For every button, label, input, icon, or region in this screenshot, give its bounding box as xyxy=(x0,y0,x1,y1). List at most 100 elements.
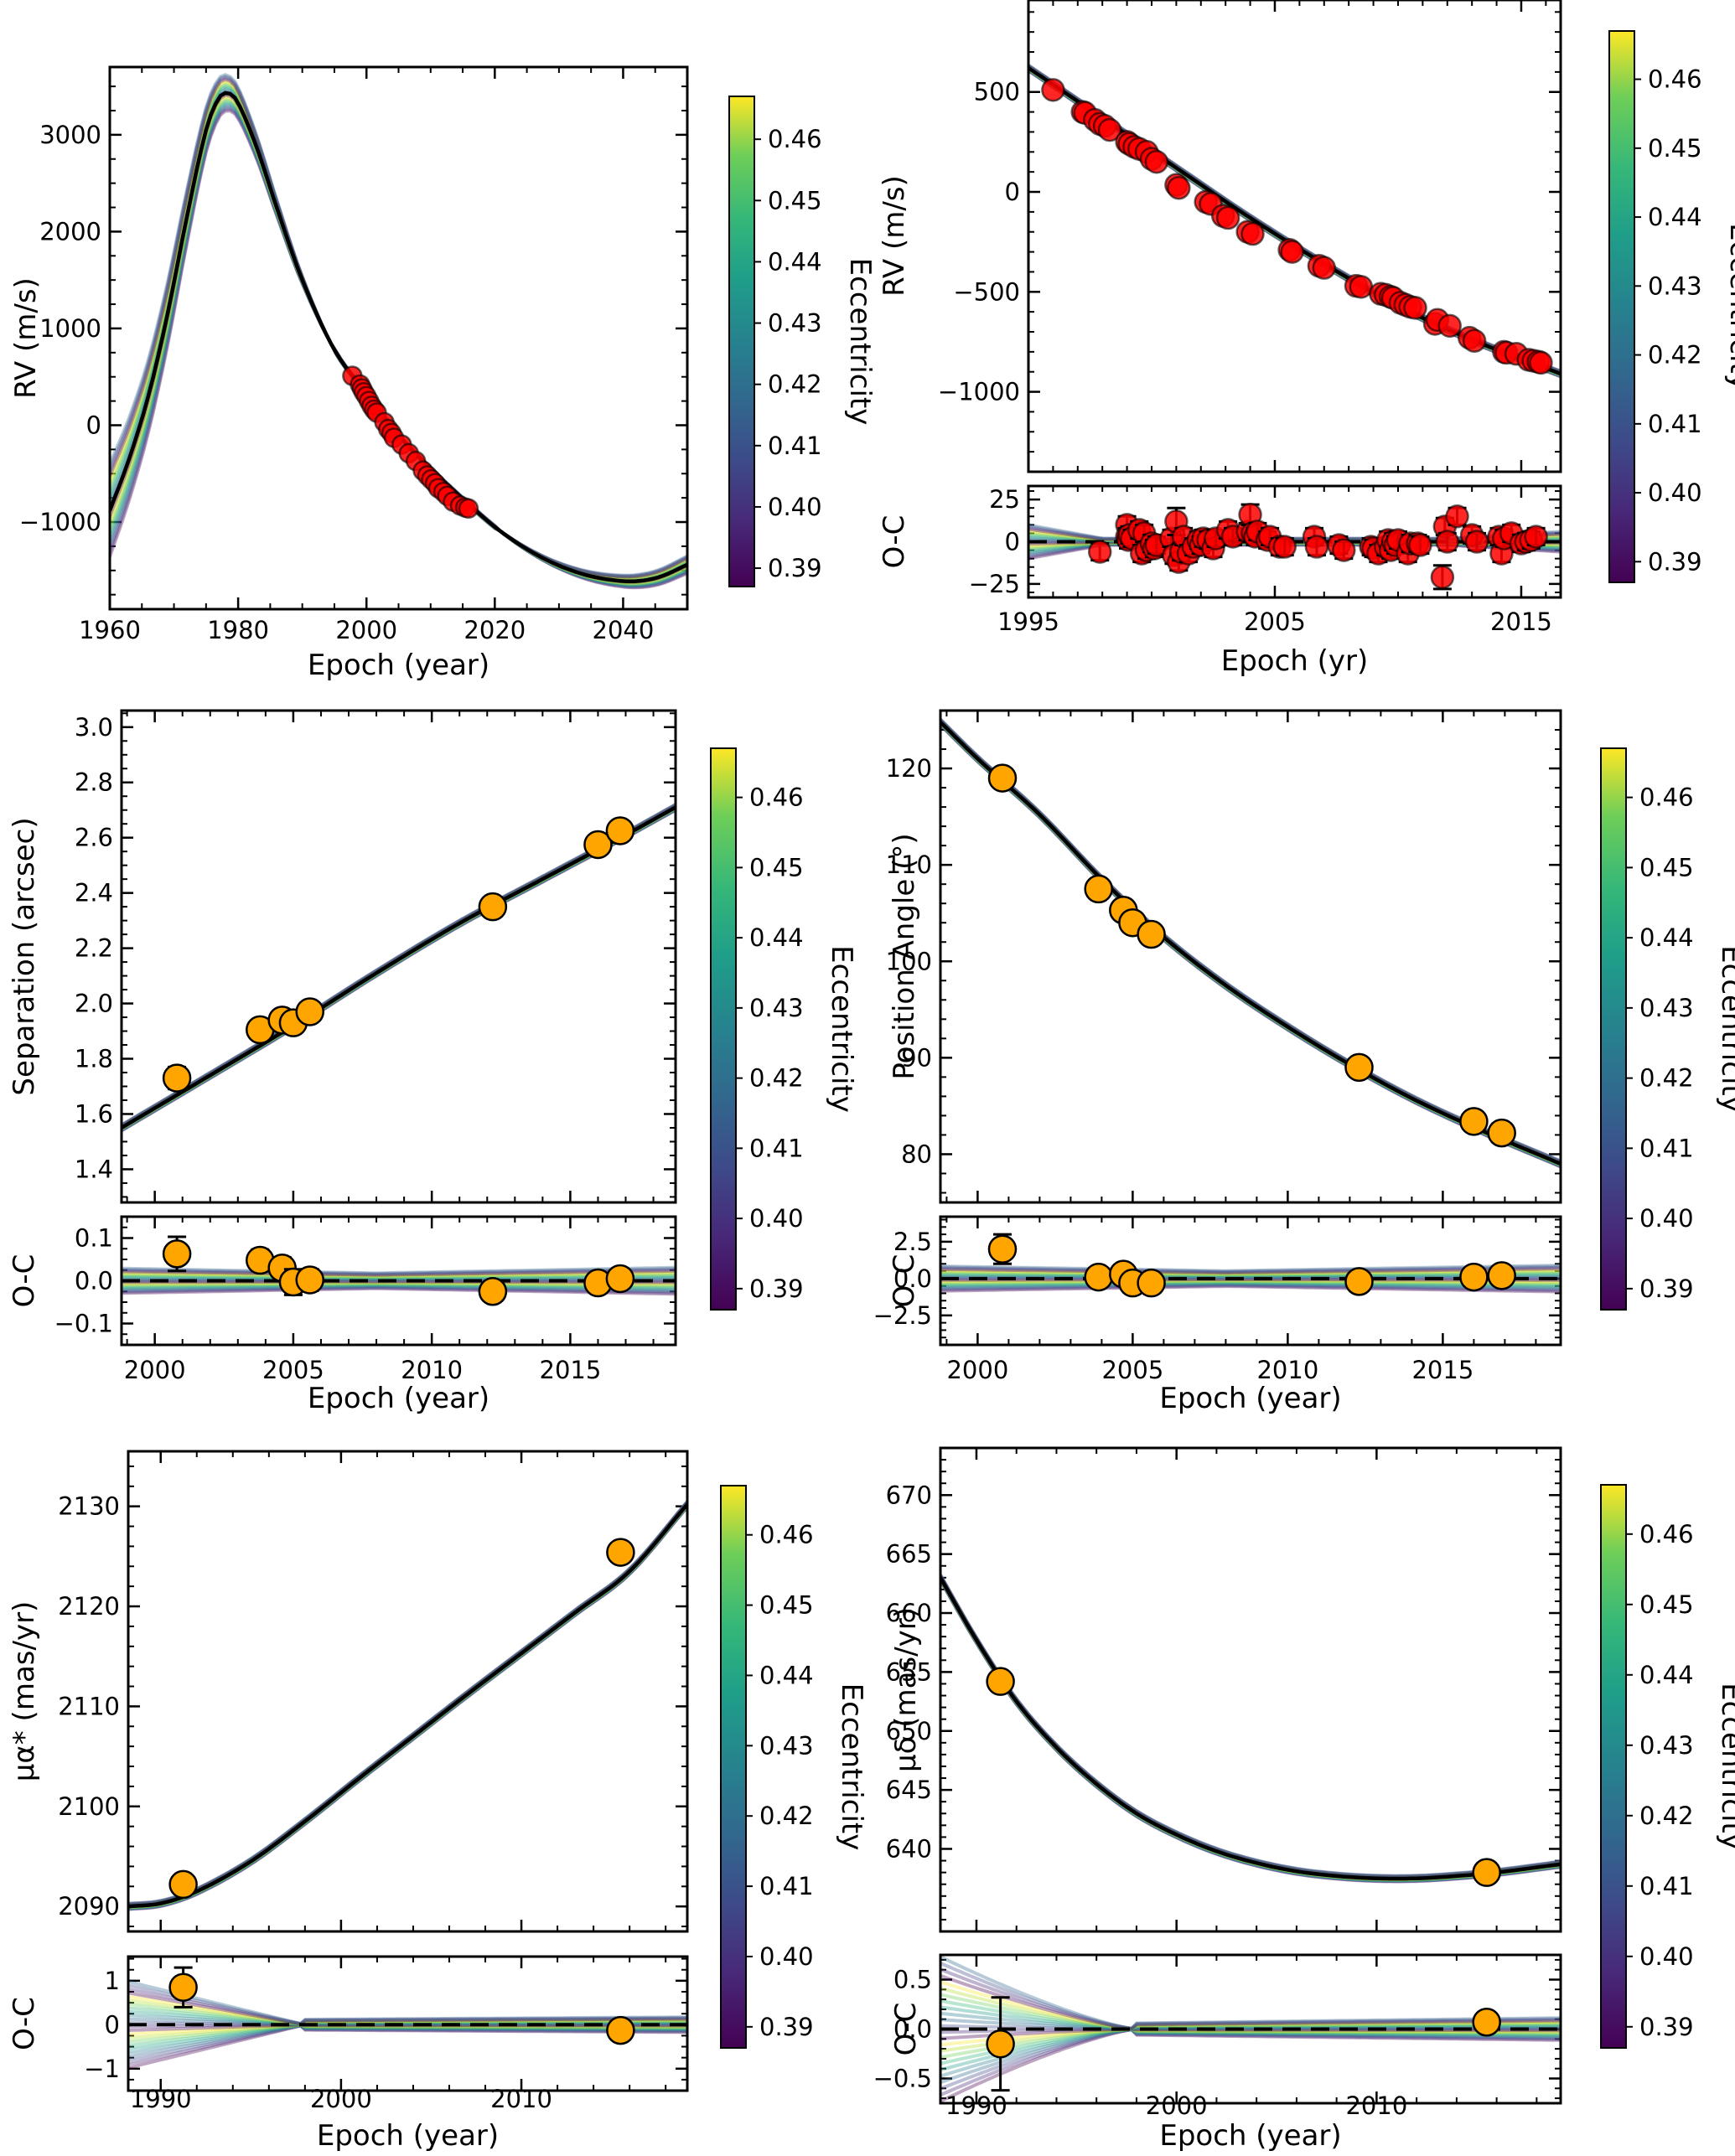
x-tick-label: 2015 xyxy=(540,1356,602,1384)
colorbar-position-angle: 0.39 0.40 0.41 0.42 0.43 0.44 0.45 0.46 Eccentri… xyxy=(1600,747,1735,1311)
posterior-sample-curve xyxy=(128,1983,687,2026)
y-tick-label: −0.5 xyxy=(873,2065,932,2093)
posterior-sample-curve xyxy=(122,1282,676,1288)
y-tick-label: 2110 xyxy=(58,1692,120,1720)
colorbar-tick-label: 0.45 xyxy=(759,1591,814,1620)
posterior-sample-curve xyxy=(940,1967,1561,2031)
data-point xyxy=(1445,504,1469,529)
best-fit-curve xyxy=(940,721,1561,1166)
x-axis-label: Epoch (year) xyxy=(1159,1382,1341,1415)
posterior-sample-curve xyxy=(940,717,1561,1163)
x-tick-label: 2000 xyxy=(1146,2091,1208,2120)
posterior-sample-curve xyxy=(128,1504,687,1910)
data-point xyxy=(606,2015,635,2045)
colorbar-tick-label: 0.40 xyxy=(749,1204,804,1233)
data-point xyxy=(987,763,1018,793)
posterior-sample-curve xyxy=(128,1998,687,2026)
y-tick-label: 640 xyxy=(886,1834,932,1863)
posterior-sample-curve xyxy=(940,2011,1561,2031)
x-axis-label: Epoch (year) xyxy=(308,1382,489,1415)
y-tick-label: 2.2 xyxy=(75,934,113,963)
colorbar-label: Eccentricity xyxy=(843,258,877,426)
x-axis-label: Epoch (year) xyxy=(308,649,489,682)
posterior-sample-curve xyxy=(128,2024,687,2055)
posterior-sample-curve xyxy=(940,1280,1561,1287)
y-tick-label: 3.0 xyxy=(75,713,113,742)
colorbar-tick-label: 0.42 xyxy=(759,1802,814,1830)
model-curves xyxy=(128,1979,687,2070)
x-tick-label: 2010 xyxy=(490,2085,552,2113)
posterior-sample-curve xyxy=(128,1502,687,1908)
y-tick-label: 665 xyxy=(886,1540,932,1569)
data-point xyxy=(1435,530,1460,554)
posterior-sample-curve xyxy=(1028,64,1561,373)
colorbar-label: Eccentricity xyxy=(1715,1683,1735,1850)
posterior-sample-curve xyxy=(128,1504,687,1910)
posterior-sample-curve xyxy=(128,2023,687,2044)
data-point xyxy=(1137,1268,1166,1298)
data-point xyxy=(1332,538,1356,562)
y-tick-label: 670 xyxy=(886,1481,932,1509)
posterior-sample-curve xyxy=(128,1987,687,2026)
separation-panel: 1.4 1.6 1.8 2.0 2.2 2.4 2.6 2.8 3.0 −0.1 0.0 0.1 O-C… xyxy=(8,709,677,1415)
best-fit-curve xyxy=(110,90,687,584)
axes-frame xyxy=(1027,0,1562,473)
posterior-sample-curve xyxy=(940,1279,1561,1285)
posterior-sample-curve xyxy=(940,723,1561,1169)
rv-full-panel: −1000 0 1000 2000 3000 1960 1980 2000 2020 2040 Ep… xyxy=(9,65,689,682)
axes-frame xyxy=(939,709,1562,1204)
data-point xyxy=(1084,1262,1113,1292)
y-tick-label: 0.5 xyxy=(893,1966,932,1994)
posterior-sample-curve xyxy=(940,718,1561,1163)
posterior-sample-curve xyxy=(940,2028,1561,2103)
model-curves xyxy=(940,1574,1561,1884)
x-axis-label: Epoch (year) xyxy=(1159,2119,1341,2153)
posterior-sample-curve xyxy=(940,1993,1561,2031)
colorbar-label: Eccentricity xyxy=(1723,223,1735,390)
data-point xyxy=(458,498,479,520)
data-point xyxy=(295,997,324,1026)
posterior-sample-curve xyxy=(940,1278,1561,1284)
colorbar-gradient xyxy=(1608,30,1635,583)
x-axis-label: Epoch (yr) xyxy=(1221,644,1369,678)
data-point xyxy=(1472,1858,1501,1887)
pm-dec-panel: 640 645 650 655 660 665 670 −0.5 0.0 0.5 O-C 1990 20… xyxy=(873,1446,1562,2153)
posterior-sample-curve xyxy=(128,2006,687,2026)
y-tick-label: −1000 xyxy=(938,378,1020,406)
y-tick-label: 1.8 xyxy=(75,1045,113,1073)
colorbar-tick-label: 0.39 xyxy=(1639,2013,1694,2041)
posterior-sample-curve xyxy=(122,1274,676,1280)
posterior-sample-curve xyxy=(128,2024,687,2070)
x-tick-label: 2005 xyxy=(262,1356,324,1384)
y-tick-label: 0.1 xyxy=(75,1224,113,1253)
posterior-sample-curve xyxy=(122,1283,676,1290)
y-tick-label: 1.4 xyxy=(75,1155,113,1183)
posterior-sample-curve xyxy=(940,722,1561,1167)
colorbar-gradient xyxy=(720,1485,747,2049)
posterior-sample-curve xyxy=(122,1269,676,1277)
posterior-sample-curve xyxy=(940,722,1561,1167)
posterior-sample-curve xyxy=(122,1272,676,1280)
colorbar-tick-label: 0.46 xyxy=(768,125,822,153)
y-tick-label: −0.1 xyxy=(54,1310,113,1338)
colorbar-tick-label: 0.44 xyxy=(1648,203,1702,231)
colorbar-tick-label: 0.43 xyxy=(1639,994,1694,1022)
posterior-sample-curve xyxy=(940,1986,1561,2031)
posterior-sample-curve xyxy=(122,1281,676,1287)
colorbar-tick-label: 0.46 xyxy=(759,1521,814,1549)
posterior-sample-curve xyxy=(1028,64,1561,374)
posterior-sample-curve xyxy=(128,1502,687,1907)
data-point xyxy=(1097,117,1122,142)
posterior-sample-curve xyxy=(940,1577,1561,1881)
data-point xyxy=(1529,350,1553,375)
model-curves xyxy=(940,1955,1561,2103)
posterior-sample-curve xyxy=(940,718,1561,1164)
colorbar-gradient xyxy=(1600,747,1627,1311)
x-tick-label: 2010 xyxy=(1345,2091,1407,2120)
colorbar-gradient xyxy=(710,747,737,1311)
posterior-sample-curve xyxy=(940,2027,1561,2060)
posterior-sample-curve xyxy=(122,1280,676,1285)
y-tick-label: 0 xyxy=(1005,528,1020,556)
posterior-sample-curve xyxy=(940,719,1561,1165)
posterior-sample-curve xyxy=(128,2009,687,2026)
